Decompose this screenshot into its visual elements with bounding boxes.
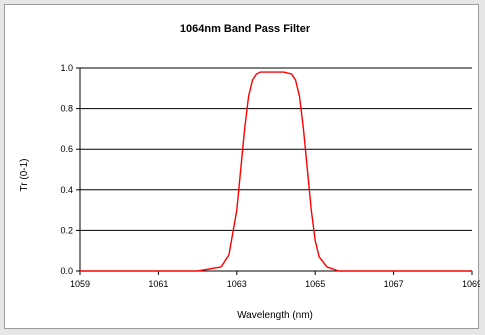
x-tick-label-4: 1067 [384, 279, 404, 289]
chart-frame: 1064nm Band Pass Filter Tr (0-1) Wavelen… [4, 4, 480, 329]
y-tick-label-5: 1.0 [60, 63, 73, 73]
y-axis-label: Tr (0-1) [19, 159, 30, 192]
y-tick-label-3: 0.6 [60, 144, 73, 154]
x-tick-label-3: 1065 [305, 279, 325, 289]
x-tick-label-2: 1063 [227, 279, 247, 289]
chart-canvas: 1064nm Band Pass Filter Tr (0-1) Wavelen… [19, 23, 480, 321]
x-tick-label-0: 1059 [70, 279, 90, 289]
axis-layer: 0.0 0.2 0.4 0.6 0.8 1.0 1059 1061 1063 1065 1067 10… [60, 63, 480, 289]
grid-layer [80, 67, 472, 272]
series-line-0 [80, 71, 472, 272]
x-tick-label-5: 1069 [462, 279, 480, 289]
y-tick-label-2: 0.4 [60, 185, 73, 195]
series-layer [80, 71, 472, 272]
x-axis-label: Wavelength (nm) [237, 310, 313, 321]
y-tick-label-1: 0.2 [60, 225, 73, 235]
y-tick-label-4: 0.8 [60, 104, 73, 114]
x-tick-label-1: 1061 [148, 279, 168, 289]
y-tick-label-0: 0.0 [60, 266, 73, 276]
chart-title: 1064nm Band Pass Filter [180, 23, 311, 35]
